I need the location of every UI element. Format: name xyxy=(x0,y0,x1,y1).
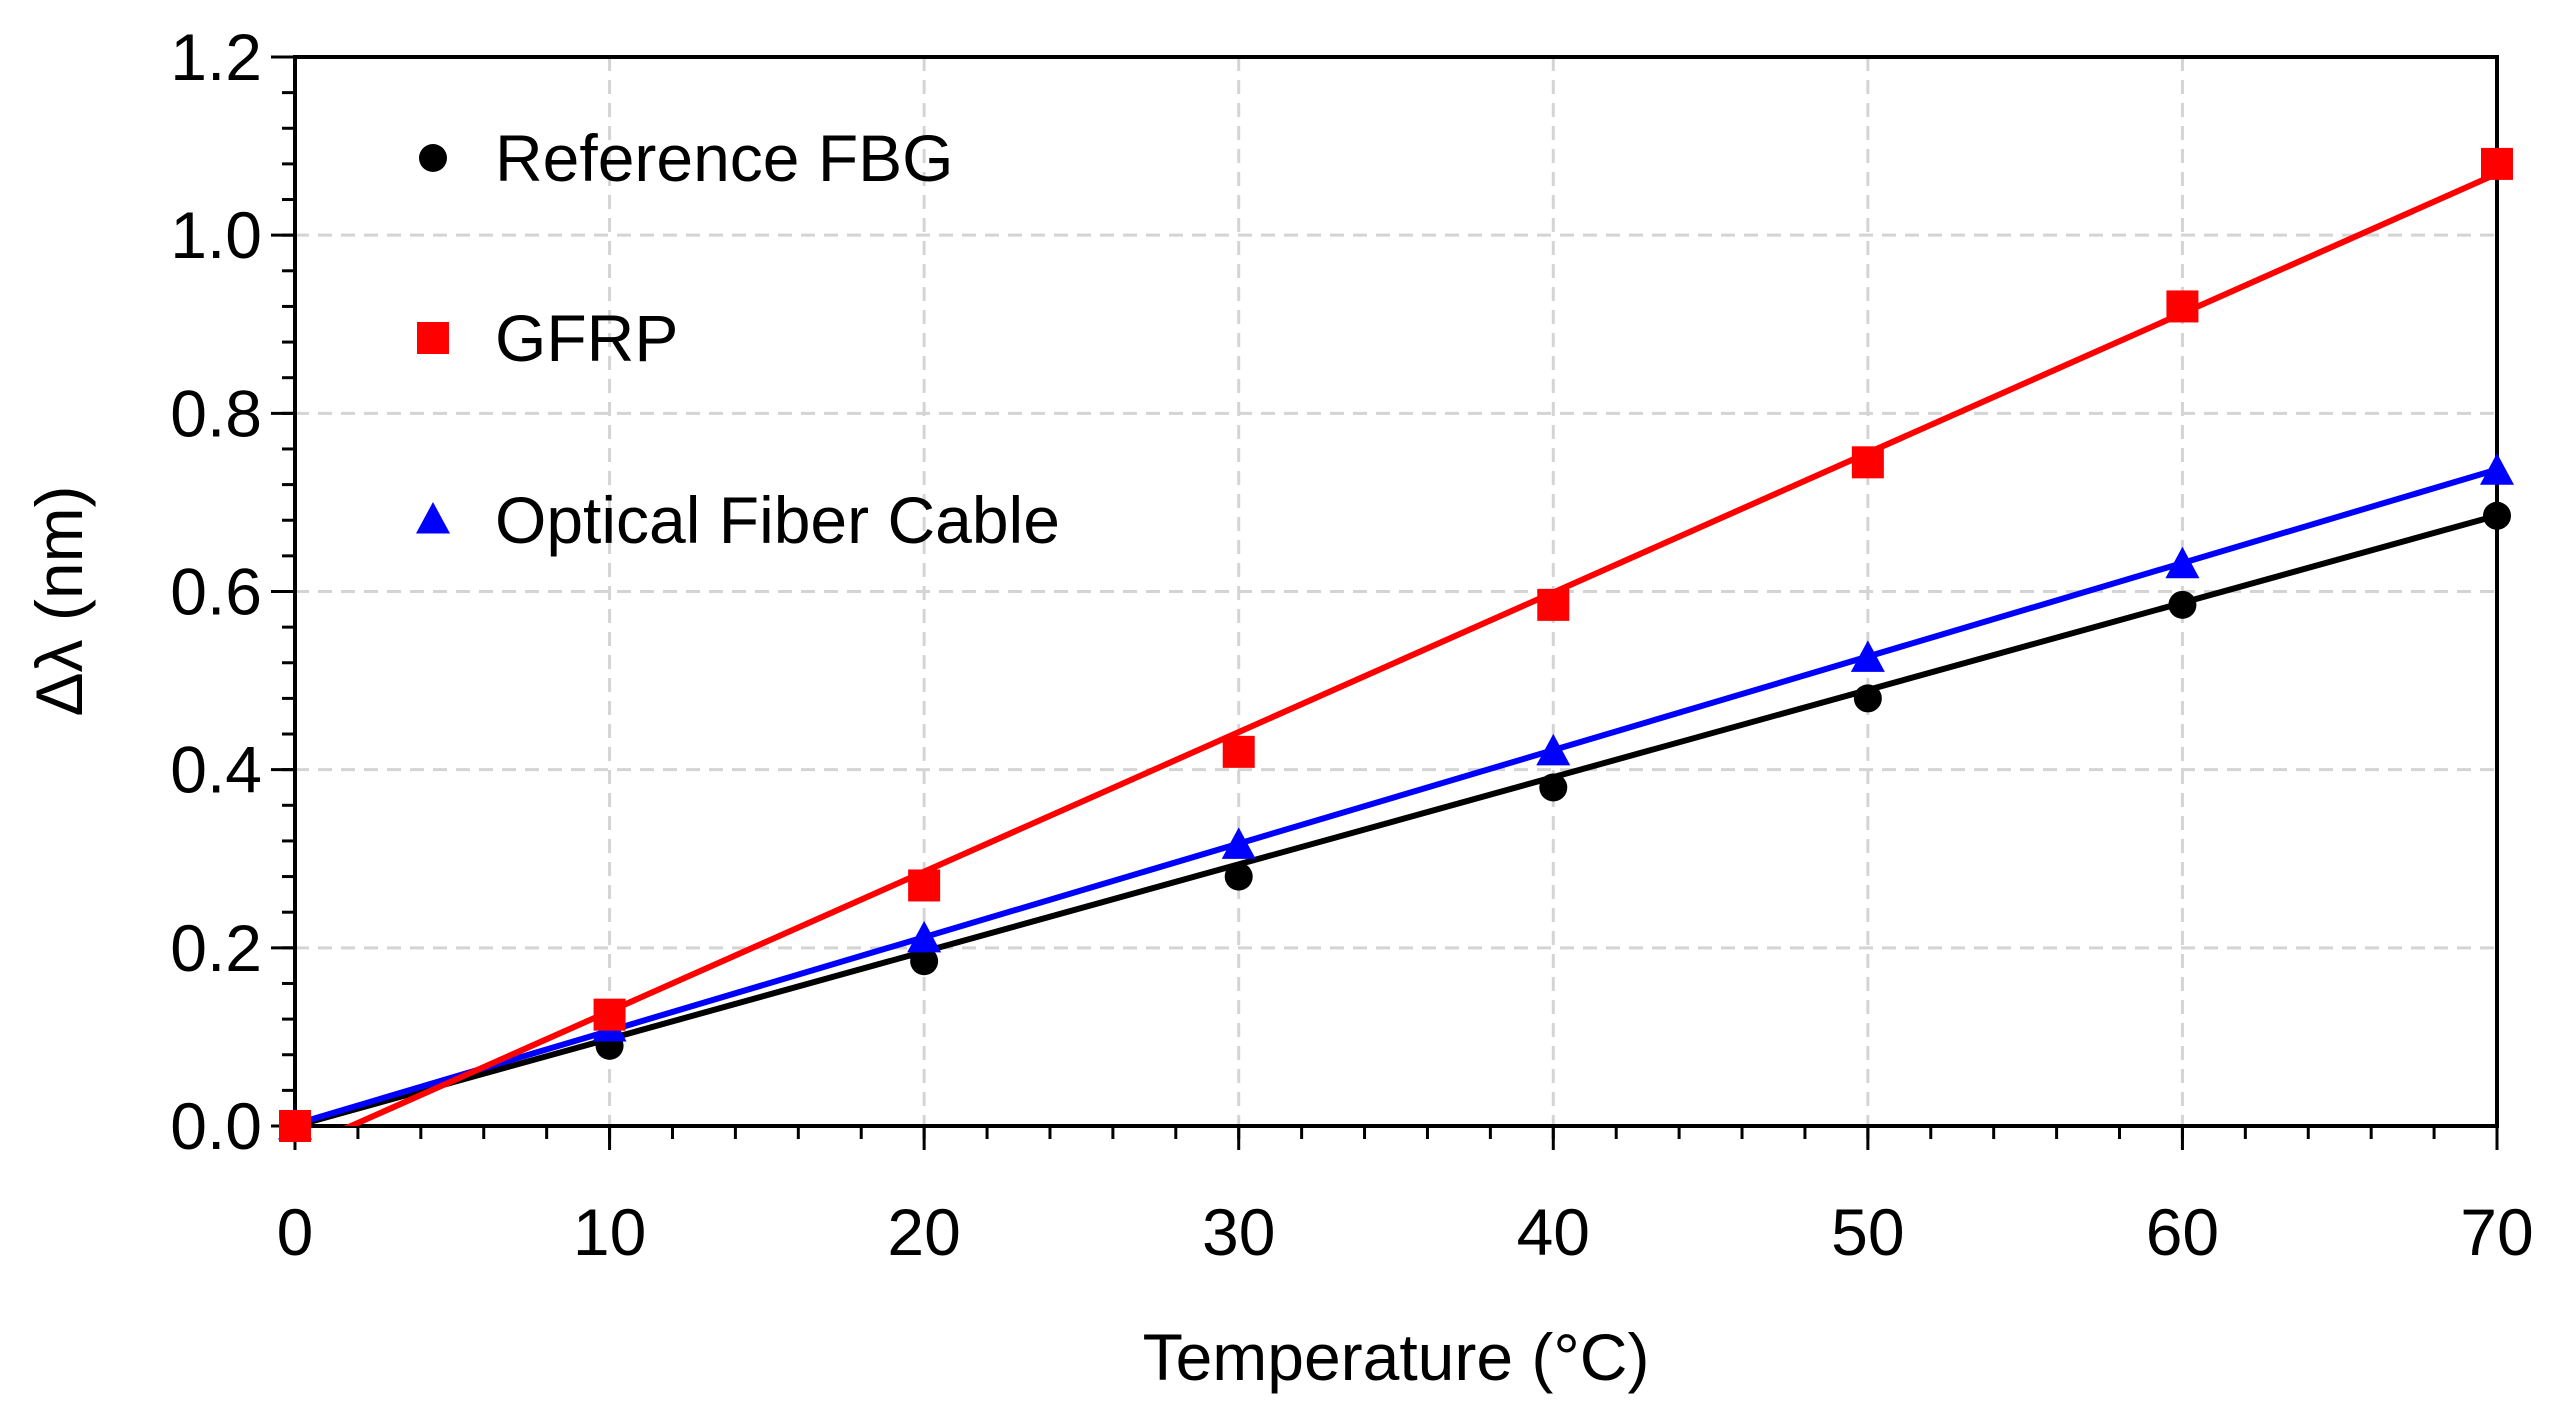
fit-line-gfrp xyxy=(343,170,2497,1126)
y-tick-label: 0.4 xyxy=(170,733,262,807)
legend-marker-optical-fiber-cable xyxy=(416,502,450,534)
marker-reference-fbg xyxy=(1224,862,1253,891)
legend-marker-gfrp xyxy=(417,322,449,354)
marker-reference-fbg xyxy=(1539,773,1568,802)
marker-optical-fiber-cable xyxy=(1850,640,1885,672)
x-tick-label: 10 xyxy=(573,1195,646,1269)
x-tick-label: 40 xyxy=(1517,1195,1590,1269)
y-tick-label: 1.2 xyxy=(170,20,262,94)
y-tick-label: 1.0 xyxy=(170,198,262,272)
x-tick-label: 0 xyxy=(277,1195,314,1269)
legend-marker-reference-fbg xyxy=(419,144,447,172)
y-tick-label: 0.2 xyxy=(170,911,262,985)
x-tick-label: 30 xyxy=(1202,1195,1275,1269)
legend-label-gfrp: GFRP xyxy=(495,301,678,375)
marker-gfrp xyxy=(1222,735,1255,768)
legend: Reference FBG GFRP Optical Fiber Cable xyxy=(416,121,1060,557)
marker-reference-fbg xyxy=(2168,590,2197,619)
marker-reference-fbg xyxy=(1853,684,1882,713)
marker-optical-fiber-cable xyxy=(1221,827,1256,859)
marker-optical-fiber-cable xyxy=(2165,546,2200,579)
fit-lines xyxy=(295,170,2497,1126)
marker-gfrp xyxy=(593,998,626,1031)
y-tick-label: 0.6 xyxy=(170,555,262,629)
x-axis-label: Temperature (°C) xyxy=(1143,1320,1650,1394)
y-tick-label: 0.8 xyxy=(170,376,262,450)
y-tick-label: 0.0 xyxy=(170,1089,262,1163)
marker-gfrp xyxy=(908,869,941,902)
legend-label-optical-fiber-cable: Optical Fiber Cable xyxy=(495,483,1060,557)
x-tick-label: 60 xyxy=(2146,1195,2219,1269)
data-markers xyxy=(278,147,2514,1142)
x-tick-label: 70 xyxy=(2460,1195,2533,1269)
marker-reference-fbg xyxy=(910,947,939,976)
marker-gfrp xyxy=(279,1110,311,1142)
marker-gfrp xyxy=(1537,588,1570,621)
x-tick-label: 50 xyxy=(1831,1195,1904,1269)
legend-label-reference-fbg: Reference FBG xyxy=(495,121,954,195)
fit-line-optical-fiber-cable xyxy=(295,466,2497,1126)
marker-optical-fiber-cable xyxy=(907,920,942,953)
axes: 0 10 20 30 40 50 60 70 0.0 0.2 0.4 0.6 0.8 1.0 1.2 xyxy=(170,20,2533,1269)
marker-optical-fiber-cable xyxy=(1536,733,1571,766)
marker-reference-fbg xyxy=(2483,501,2511,530)
marker-gfrp xyxy=(2481,147,2513,180)
x-tick-label: 20 xyxy=(887,1195,960,1269)
fit-line-reference-fbg xyxy=(295,512,2497,1126)
marker-gfrp xyxy=(2166,290,2199,323)
marker-optical-fiber-cable xyxy=(2480,453,2514,485)
marker-gfrp xyxy=(1851,446,1884,479)
y-axis-label: Δλ (nm) xyxy=(22,485,96,716)
